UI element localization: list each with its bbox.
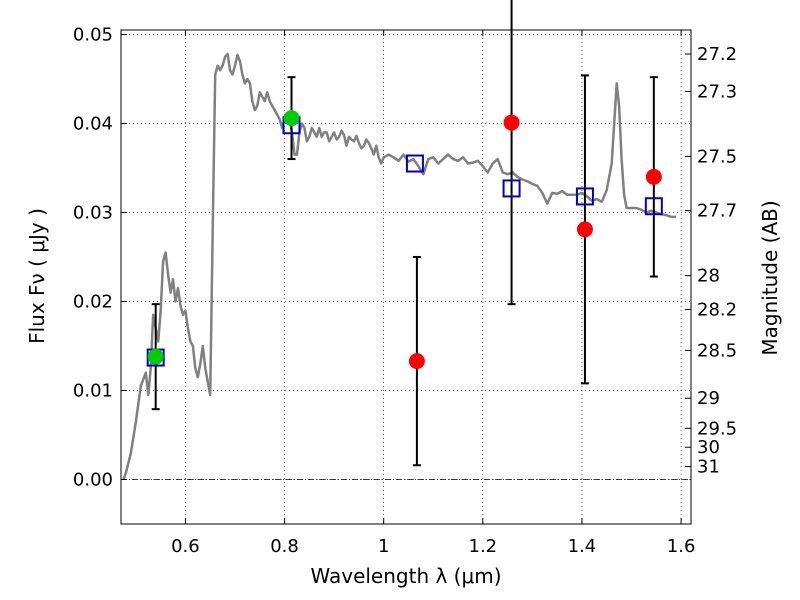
right-tick-label: 28.5	[697, 340, 737, 361]
observed-flux-points	[147, 110, 662, 370]
synthetic-flux-square	[644, 197, 663, 216]
right-tick-label: 27.3	[697, 81, 737, 102]
grid	[121, 30, 691, 524]
right-tick-label: 27.2	[697, 44, 737, 65]
y-axis-ticks: 0.00 0.01 0.02 0.03 0.04 0.05	[73, 24, 127, 490]
flux-point	[645, 168, 662, 185]
y-tick-label: 0.04	[73, 113, 113, 134]
right-tick-label: 30	[697, 437, 720, 458]
y-tick-label: 0.02	[73, 291, 113, 312]
right-tick-label: 28.2	[697, 299, 737, 320]
x-tick-label: 1.4	[568, 536, 597, 557]
x-tick-label: 0.6	[171, 536, 200, 557]
synthetic-flux-square	[502, 179, 521, 198]
x-tick-label: 1	[378, 536, 389, 557]
right-tick-label: 29	[697, 388, 720, 409]
x-tick-label: 1.2	[469, 536, 498, 557]
y-tick-label: 0.00	[73, 469, 113, 490]
right-tick-label: 27.5	[697, 146, 737, 167]
x-tick-label: 0.8	[270, 536, 299, 557]
y-tick-label: 0.01	[73, 380, 113, 401]
right-tick-label: 29.5	[697, 418, 737, 439]
x-axis-ticks: 0.6 0.8 1 1.2 1.4 1.6	[171, 30, 695, 557]
right-axis-label: Magnitude (AB)	[758, 200, 782, 355]
y-axis-label: Flux Fν ( μJy )	[25, 208, 49, 344]
flux-point	[503, 114, 520, 131]
x-axis-label: Wavelength λ (μm)	[310, 564, 501, 588]
x-tick-label: 1.6	[667, 536, 696, 557]
flux-point	[147, 348, 164, 365]
y-tick-label: 0.05	[73, 24, 113, 45]
flux-point	[576, 221, 593, 238]
flux-point	[283, 110, 300, 127]
synthetic-flux-square	[405, 154, 424, 173]
right-tick-label: 27.7	[697, 201, 737, 222]
sed-model-line	[122, 52, 677, 480]
flux-point	[408, 353, 425, 370]
right-tick-label: 31	[697, 457, 720, 478]
synthetic-flux-square	[575, 187, 594, 206]
right-tick-label: 28	[697, 266, 720, 287]
plot-frame	[120, 29, 692, 525]
y-tick-label: 0.03	[73, 202, 113, 223]
